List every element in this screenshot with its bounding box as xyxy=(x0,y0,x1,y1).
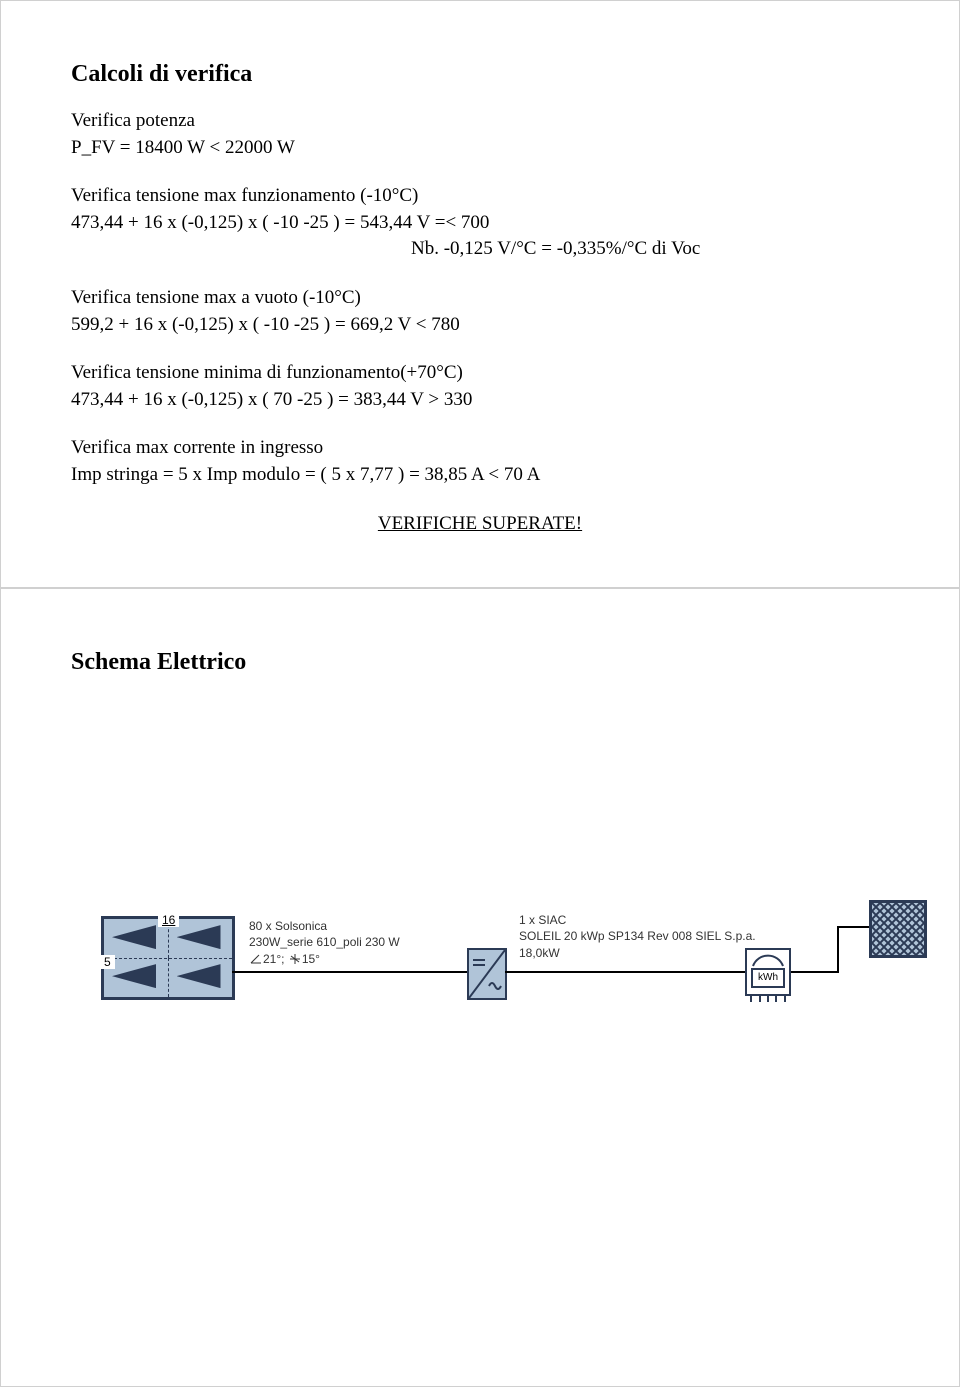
pv-row-bottom xyxy=(104,958,232,997)
meter-ticks-icon xyxy=(747,994,789,1002)
pv-triangle-icon xyxy=(112,925,156,949)
meter-kwh-label: kWh xyxy=(751,968,785,988)
verifiche-superate: VERIFICHE SUPERATE! xyxy=(71,511,889,538)
p5-line1: Verifica max corrente in ingresso xyxy=(71,437,323,458)
p1-line1: Verifica potenza xyxy=(71,110,195,131)
verifica-potenza: Verifica potenza P_FV = 18400 W < 22000 … xyxy=(71,108,889,161)
pv-label-block: 80 x Solsonica 230W_serie 610_poli 230 W… xyxy=(249,918,429,967)
grid-hatch-icon xyxy=(872,903,924,955)
p1-line2: P_FV = 18400 W < 22000 W xyxy=(71,137,295,158)
pv-tilt: 15° xyxy=(302,952,320,966)
pv-triangle-icon xyxy=(177,964,221,988)
inverter-label-block: 1 x SIAC SOLEIL 20 kWp SP134 Rev 008 SIE… xyxy=(519,912,759,961)
calculations-section: Calcoli di verifica Verifica potenza P_F… xyxy=(0,0,960,588)
inverter-label-line1: 1 x SIAC xyxy=(519,913,566,927)
wire-meter-grid-h2 xyxy=(837,926,871,928)
section1-title: Calcoli di verifica xyxy=(71,61,889,88)
p3-line2: 599,2 + 16 x (-0,125) x ( -10 -25 ) = 66… xyxy=(71,314,460,335)
verifica-tensione-max-funz: Verifica tensione max funzionamento (-10… xyxy=(71,183,889,263)
wire-meter-grid-h1 xyxy=(791,971,839,973)
pv-triangle-icon xyxy=(177,925,221,949)
p4-line2: 473,44 + 16 x (-0,125) x ( 70 -25 ) = 38… xyxy=(71,389,472,410)
pv-azimuth: 21° xyxy=(263,952,281,966)
tilt-icon xyxy=(288,953,302,965)
pv-triangle-icon xyxy=(112,964,156,988)
azimuth-icon xyxy=(249,953,263,965)
inverter-box xyxy=(467,948,507,1000)
wire-inverter-meter xyxy=(505,971,745,973)
meter-dial-icon xyxy=(747,950,789,968)
verifica-tensione-max-vuoto: Verifica tensione max a vuoto (-10°C) 59… xyxy=(71,285,889,338)
section2-title: Schema Elettrico xyxy=(71,649,889,676)
electrical-diagram: 16 5 80 x Solsonica 230W_serie 610_poli … xyxy=(71,906,889,1086)
pv-array-box: 16 5 xyxy=(101,916,235,1000)
pv-label-line1: 80 x Solsonica xyxy=(249,919,327,933)
inverter-icon xyxy=(469,950,505,998)
pv-strings-count: 5 xyxy=(100,955,115,969)
verifica-corrente: Verifica max corrente in ingresso Imp st… xyxy=(71,435,889,488)
grid-box xyxy=(869,900,927,958)
p4-line1: Verifica tensione minima di funzionament… xyxy=(71,362,463,383)
p5-line2: Imp stringa = 5 x Imp modulo = ( 5 x 7,7… xyxy=(71,464,540,485)
wire-pv-inverter xyxy=(232,971,467,973)
p2-note: Nb. -0,125 V/°C = -0,335%/°C di Voc xyxy=(71,236,700,263)
pv-modules-per-string: 16 xyxy=(158,913,179,927)
inverter-label-line2: SOLEIL 20 kWp SP134 Rev 008 SIEL S.p.a. xyxy=(519,929,756,943)
p3-line1: Verifica tensione max a vuoto (-10°C) xyxy=(71,287,361,308)
schema-section: Schema Elettrico 16 5 80 x Solsonica 230… xyxy=(0,588,960,1387)
pv-label-line2: 230W_serie 610_poli 230 W xyxy=(249,935,400,949)
inverter-label-line3: 18,0kW xyxy=(519,946,560,960)
pv-angles: 21°; 15° xyxy=(249,952,320,966)
verifica-tensione-minima: Verifica tensione minima di funzionament… xyxy=(71,360,889,413)
meter-box: kWh xyxy=(745,948,791,996)
p2-line1: Verifica tensione max funzionamento (-10… xyxy=(71,185,418,206)
pv-cell xyxy=(169,958,233,997)
wire-meter-grid-v xyxy=(837,926,839,973)
p2-line2: 473,44 + 16 x (-0,125) x ( -10 -25 ) = 5… xyxy=(71,212,489,233)
